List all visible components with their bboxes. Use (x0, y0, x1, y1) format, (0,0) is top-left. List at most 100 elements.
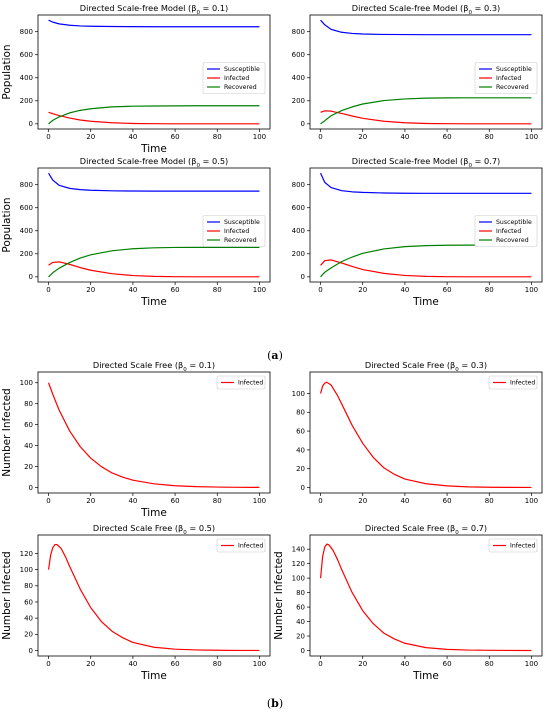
legend-box (202, 215, 266, 247)
caption-b: (b) (267, 697, 283, 710)
x-tick-label: 80 (213, 133, 222, 141)
y-tick-label: 40 (296, 446, 305, 454)
series-line-infected (48, 261, 260, 278)
x-tick-label: 100 (525, 286, 538, 294)
y-tick-label: 20 (296, 465, 305, 473)
x-tick-label: 100 (525, 133, 538, 141)
y-axis-label: Number Infected (1, 388, 13, 476)
plot-frame (309, 167, 543, 283)
x-tick-label: 40 (400, 497, 409, 505)
y-tick-label: 400 (20, 74, 33, 82)
y-tick-label: 80 (296, 589, 305, 597)
x-tick-label: 100 (253, 286, 266, 294)
y-tick-label: 600 (20, 51, 33, 59)
y-tick-label: 200 (292, 250, 305, 258)
x-tick-label: 60 (443, 497, 452, 505)
y-tick-label: 800 (292, 28, 305, 36)
chart-title: Directed Scale-free Model (β0 = 0.3) (352, 3, 500, 16)
legend-box (474, 215, 538, 247)
x-tick-label: 40 (400, 133, 409, 141)
y-tick-label: 0 (301, 273, 305, 281)
x-tick-label: 60 (443, 286, 452, 294)
x-tick-label: 80 (213, 660, 222, 668)
chart-title: Directed Scale Free (β0 = 0.3) (365, 360, 487, 373)
chart-title: Directed Scale-free Model (β0 = 0.7) (352, 156, 500, 169)
x-tick-label: 20 (358, 497, 367, 505)
y-axis-label: Population (1, 197, 13, 252)
y-tick-label: 120 (292, 560, 305, 568)
plot-frame (309, 371, 543, 494)
y-tick-label: 400 (20, 227, 33, 235)
legend-label: Infected (238, 543, 263, 550)
legend-label: Susceptible (224, 219, 260, 226)
legend-label: Susceptible (496, 66, 532, 73)
y-tick-label: 60 (296, 427, 305, 435)
y-tick-label: 800 (20, 28, 33, 36)
x-tick-label: 60 (443, 660, 452, 668)
x-tick-label: 80 (485, 660, 494, 668)
legend-label: Infected (496, 75, 521, 82)
legend-label: Recovered (224, 237, 257, 244)
y-axis-label: Population (1, 44, 13, 99)
x-tick-label: 60 (171, 660, 180, 668)
series-line-infected (47, 543, 260, 652)
legend-box (488, 375, 538, 390)
x-tick-label: 0 (318, 497, 322, 505)
legend: Susceptible Infected Recovered (474, 215, 538, 247)
y-tick-label: 200 (292, 97, 305, 105)
y-tick-label: 40 (296, 618, 305, 626)
legend-label: Infected (224, 75, 249, 82)
legend-box (216, 538, 266, 553)
series-line-infected (319, 543, 532, 652)
y-tick-label: 0 (29, 484, 33, 492)
chart-title: Directed Scale-free Model (β0 = 0.1) (80, 3, 228, 16)
x-tick-label: 0 (318, 286, 322, 294)
x-tick-label: 80 (485, 497, 494, 505)
y-tick-label: 40 (24, 442, 33, 450)
legend: Susceptible Infected Recovered (202, 215, 266, 247)
y-axis-label: Number Infected (1, 551, 13, 639)
chart-a1: 0 20 40 60 80 100 0 200 400 600 800 Directed Scale-… (1, 3, 271, 155)
x-axis-label: Time (140, 296, 167, 308)
y-tick-label: 0 (29, 647, 33, 655)
series-line-recovered (320, 97, 532, 125)
chart-title: Directed Scale-free Model (β0 = 0.5) (80, 156, 228, 169)
x-tick-label: 20 (358, 133, 367, 141)
series-line-infected (320, 259, 532, 278)
series-line-recovered (48, 105, 260, 125)
chart-a4: 0 20 40 60 80 100 0 200 400 600 800 Directed Scale-… (292, 156, 543, 308)
y-tick-label: 40 (24, 615, 33, 623)
legend-label: Infected (510, 543, 535, 550)
chart-a3: 0 20 40 60 80 100 0 200 400 600 800 Directed Scale-… (1, 156, 271, 308)
y-tick-label: 100 (20, 566, 33, 574)
legend-label: Susceptible (496, 219, 532, 226)
y-tick-label: 100 (292, 390, 305, 398)
y-tick-label: 20 (24, 463, 33, 471)
legend: Infected (216, 538, 266, 553)
series-line-infected (320, 110, 532, 125)
x-tick-label: 80 (213, 286, 222, 294)
x-tick-label: 80 (485, 133, 494, 141)
chart-title: Directed Scale Free (β0 = 0.5) (93, 523, 215, 536)
y-tick-label: 0 (301, 484, 305, 492)
y-tick-label: 140 (292, 546, 305, 554)
x-tick-label: 20 (86, 497, 95, 505)
y-tick-label: 0 (301, 647, 305, 655)
x-tick-label: 20 (86, 133, 95, 141)
x-tick-label: 60 (443, 133, 452, 141)
y-tick-label: 80 (24, 582, 33, 590)
y-tick-label: 100 (20, 379, 33, 387)
y-tick-label: 600 (292, 204, 305, 212)
y-tick-label: 60 (24, 598, 33, 606)
series-line-susceptible (320, 172, 532, 194)
series-line-infected (47, 382, 260, 488)
plot-frame (37, 14, 271, 130)
y-tick-label: 0 (29, 120, 33, 128)
series-line-infected (48, 111, 260, 125)
y-tick-label: 80 (24, 400, 33, 408)
x-tick-label: 100 (525, 497, 538, 505)
series-line-susceptible (48, 172, 260, 192)
plot-frame (37, 167, 271, 283)
chart-title: Directed Scale Free (β0 = 0.1) (93, 360, 215, 373)
